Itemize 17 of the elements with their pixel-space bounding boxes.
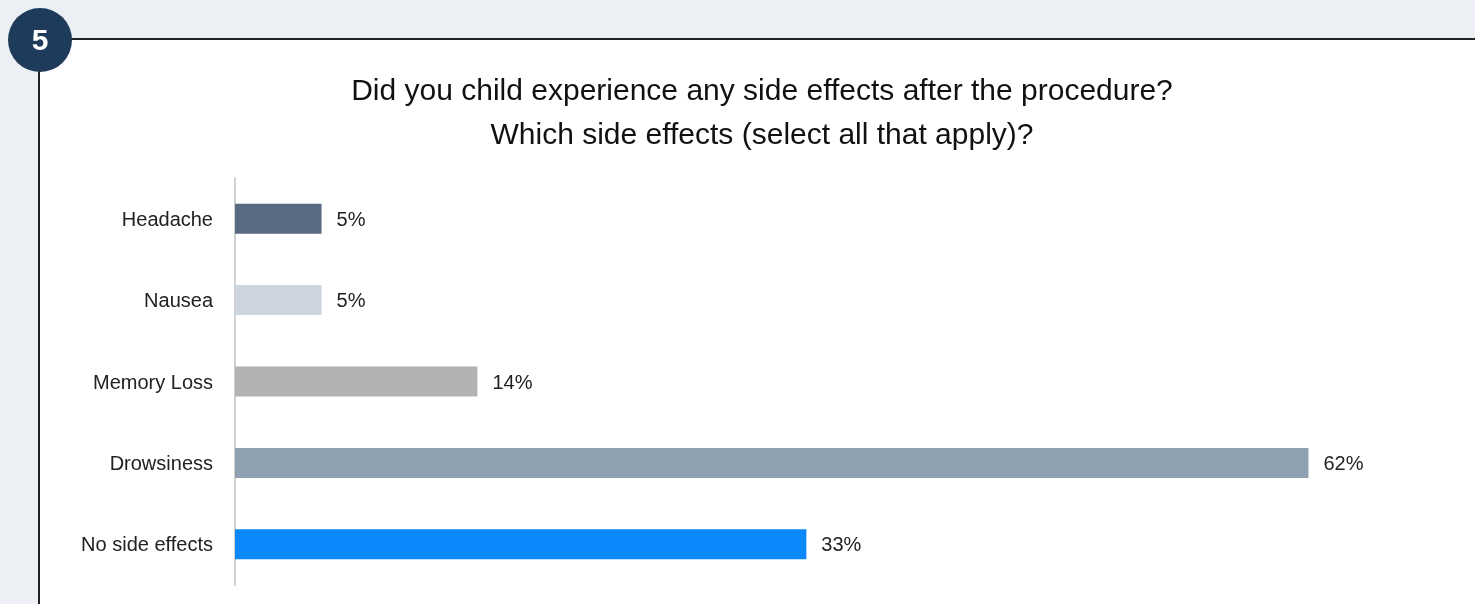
y-tick-label: Memory Loss xyxy=(92,370,213,393)
bar xyxy=(235,447,1309,478)
data-label: 5% xyxy=(336,207,366,230)
y-tick-label: No side effects xyxy=(81,533,213,556)
data-label: 5% xyxy=(336,289,366,312)
bar xyxy=(235,203,322,234)
y-tick-label: Nausea xyxy=(144,289,214,312)
y-tick-label: Drowsiness xyxy=(109,451,213,474)
y-tick-label: Headache xyxy=(121,207,213,230)
bar xyxy=(235,285,322,316)
data-label: 62% xyxy=(1323,451,1364,474)
chart-title: Did you child experience any side effects after the procedure? Which side effects (select all that apply)? xyxy=(351,72,1173,150)
bar xyxy=(235,366,478,397)
data-label: 33% xyxy=(821,533,862,556)
data-label: 14% xyxy=(492,370,533,393)
circle-badge: 5 xyxy=(8,8,72,72)
bar xyxy=(235,529,807,560)
